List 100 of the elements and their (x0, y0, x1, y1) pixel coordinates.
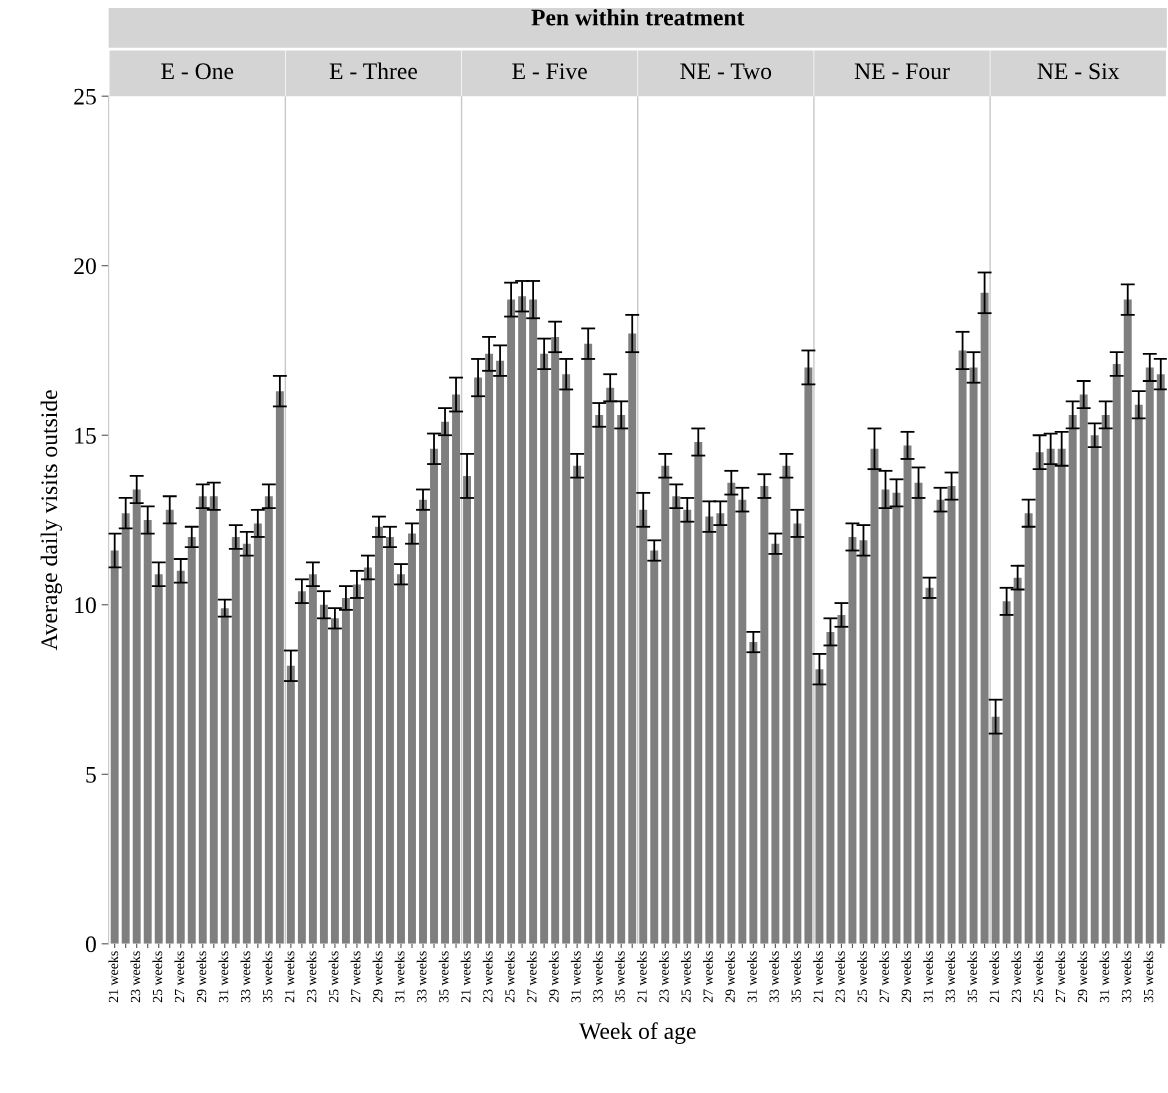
bar (815, 669, 824, 944)
bar (485, 353, 494, 944)
chart-title: Pen within treatment (531, 8, 745, 26)
text: E - Five (512, 63, 587, 80)
bar (1046, 448, 1055, 944)
bar (1101, 414, 1110, 944)
bar (837, 614, 846, 944)
bar (209, 496, 218, 944)
bar (463, 475, 472, 944)
text: NE - Four (854, 63, 950, 80)
x-tick-label: 25 weeks (1033, 951, 1044, 1003)
x-tick-label: 23 weeks (1011, 951, 1022, 1003)
x-tick-label: 29 weeks (725, 951, 735, 1003)
bar (253, 523, 262, 944)
bar (1156, 374, 1165, 944)
x-tick-label: 35 weeks (438, 951, 449, 1003)
bar (826, 631, 835, 944)
x-tick-label: 23 weeks (658, 951, 669, 1003)
bar (573, 465, 582, 944)
x-tick-label: 25 weeks (328, 951, 339, 1003)
bar (430, 448, 438, 944)
x-tick-label: 27 weeks (879, 951, 889, 1003)
bar (374, 526, 383, 944)
bar (716, 513, 725, 944)
x-tick-label: 31 weeks (394, 951, 405, 1003)
x-tick-label: 25 weeks (680, 951, 691, 1003)
x-tick-label: 33 weeks (945, 951, 956, 1003)
bar (297, 591, 306, 944)
x-tick-label: 21 weeks (813, 951, 823, 1003)
x-tick-label: 27 weeks (174, 951, 185, 1003)
bar (441, 421, 449, 944)
x-tick-label: 23 weeks (482, 951, 493, 1003)
bar (154, 574, 163, 944)
bar (705, 516, 714, 944)
x-axis-title: Week of age (579, 1022, 696, 1044)
bar (1057, 448, 1066, 944)
bar (408, 533, 416, 944)
text: E - One (161, 63, 234, 80)
x-tick-label: 35 weeks (614, 951, 625, 1003)
x-tick-label: 25 weeks (857, 951, 867, 1003)
bar (507, 299, 516, 944)
bar (661, 465, 670, 944)
bar (793, 523, 802, 944)
bar (1123, 299, 1132, 944)
x-tick-label: 21 weeks (284, 951, 295, 1003)
x-tick-label: 25 weeks (504, 951, 515, 1003)
x-tick-label: 23 weeks (130, 951, 141, 1003)
bar (397, 574, 405, 944)
x-tick-label: 35 weeks (967, 951, 978, 1003)
bar (672, 496, 681, 944)
bar (991, 716, 1000, 944)
bar (187, 536, 196, 944)
bar (529, 299, 538, 944)
bar (198, 496, 207, 944)
x-tick-label: 21 weeks (636, 951, 647, 1003)
bar (518, 296, 527, 944)
x-tick-label: 23 weeks (835, 951, 845, 1003)
text: E - Three (329, 62, 417, 80)
bar (639, 509, 648, 944)
bar (286, 665, 295, 944)
bar (749, 642, 758, 944)
y-tick-label: 15 (75, 427, 96, 444)
bar (363, 567, 372, 944)
bar (617, 414, 626, 944)
x-tick-label: 27 weeks (350, 951, 361, 1003)
bar (165, 509, 174, 944)
bar (1024, 513, 1033, 944)
x-tick-label: 33 weeks (592, 951, 603, 1003)
bar (1145, 367, 1154, 944)
x-tick-label: 29 weeks (196, 951, 207, 1003)
x-tick-label: 29 weeks (372, 951, 383, 1003)
bar (1013, 577, 1022, 944)
bar (947, 486, 956, 944)
y-tick-label: 25 (74, 88, 96, 105)
bar (1079, 394, 1088, 944)
bar (969, 367, 978, 944)
x-tick-label: 21 weeks (989, 951, 1000, 1003)
bar (220, 608, 229, 944)
bar (727, 482, 736, 944)
bar (551, 336, 560, 944)
bar (132, 489, 141, 944)
y-tick-label: 20 (74, 258, 96, 275)
y-tick-label: 0 (85, 936, 96, 953)
x-tick-label: 29 weeks (1077, 951, 1088, 1003)
bar (980, 292, 989, 944)
x-tick-label: 31 weeks (1099, 951, 1110, 1003)
bar (650, 550, 659, 944)
x-tick-label: 25 weeks (152, 951, 163, 1003)
bar (958, 350, 967, 944)
bar (848, 536, 857, 944)
x-tick-label: 33 weeks (240, 951, 251, 1003)
bar (1035, 452, 1044, 944)
x-tick-label: 27 weeks (526, 951, 537, 1003)
x-tick-label: 21 weeks (460, 951, 471, 1003)
bar (1002, 601, 1011, 944)
bar (683, 509, 692, 944)
bar (474, 377, 483, 944)
bar (595, 414, 604, 944)
bar (308, 574, 317, 944)
bar (275, 391, 284, 944)
